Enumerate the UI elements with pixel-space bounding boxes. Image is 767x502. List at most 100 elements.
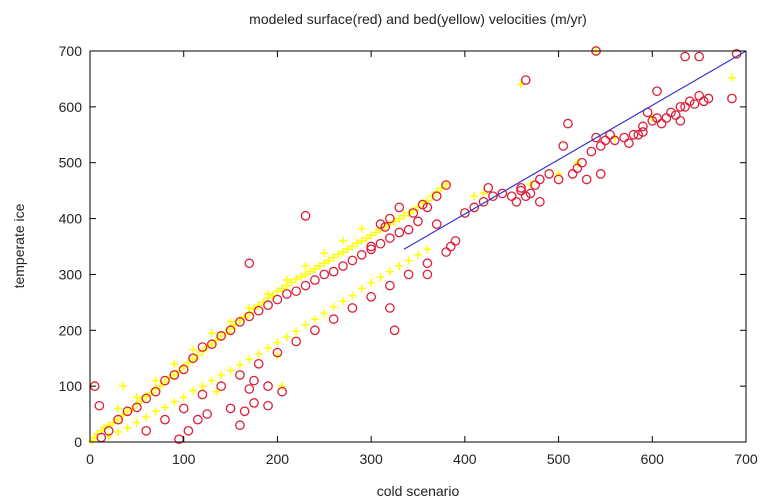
bed-point [385,267,394,276]
y-axis-ticks: 0 100 200 300 400 500 600 700 [59,43,746,450]
surface-point [417,199,428,210]
surface-point [178,403,189,414]
bed-point [395,214,404,223]
bed-point [353,239,362,248]
bed-point [320,249,329,258]
surface-point [595,141,606,151]
bed-point [226,366,235,375]
bed-point [357,224,366,233]
surface-point [113,414,123,425]
surface-point [619,132,630,143]
y-axis-label: temperate ice [11,203,27,288]
surface-point [263,381,273,391]
bed-point [226,317,235,326]
bed-point [315,262,324,271]
surface-point [431,191,442,202]
surface-point [431,219,442,230]
surface-point [160,375,170,386]
surface-point [239,406,250,417]
surface-point [563,118,573,129]
surface-point [516,185,526,196]
bed-point [329,302,338,311]
surface-point [310,275,320,285]
surface-point [422,258,433,269]
surface-point [694,51,704,62]
y-tick-label: 0 [74,434,82,450]
surface-point [249,398,259,408]
bed-point [320,309,329,318]
bed-point [362,234,371,243]
surface-point [244,258,255,269]
surface-point [609,135,620,146]
surface-point [516,183,526,193]
surface-point [445,241,456,252]
bed-point [399,211,408,220]
surface-point [408,208,419,218]
surface-point [394,227,405,238]
bed-point [287,278,296,287]
bed-point [254,349,263,358]
surface-point [624,138,634,149]
surface-point [684,96,695,107]
surface-point [628,129,639,140]
bed-point [132,393,141,402]
surface-point [347,303,358,313]
bed-point [264,289,273,298]
chart-title: modeled surface(red) and bed(yellow) vel… [249,11,587,27]
bed-point [142,392,151,401]
surface-point [192,414,203,425]
surface-point [291,336,302,347]
surface-point [478,196,489,207]
bed-point [479,189,488,198]
bed-point [142,412,151,421]
surface-point [600,135,611,146]
surface-point [281,289,292,299]
bed-point [254,301,263,310]
surface-point [366,244,376,255]
surface-point [94,400,105,411]
bed-point [114,404,123,413]
bed-point [301,320,310,329]
surface-point [441,247,451,257]
bed-point [320,259,329,268]
y-tick-label: 700 [59,43,83,59]
bed-point [212,387,221,396]
surface-point [497,188,508,199]
surface-point [356,250,367,260]
bed-point [329,253,338,262]
surface-point [141,425,152,436]
surface-point [272,294,283,305]
surface-point [511,196,522,207]
surface-point [235,317,245,327]
bed-point [235,360,244,369]
surface-point [253,305,264,316]
bed-point [348,291,357,300]
bed-point [207,329,216,338]
surface-point [188,353,198,364]
bed-point [245,355,254,364]
bed-point [296,272,305,281]
x-tick-label: 400 [453,451,477,467]
bed-point [114,415,123,424]
y-tick-label: 500 [59,155,83,171]
surface-point [150,386,161,397]
surface-point [506,191,517,202]
bed-point [217,331,226,340]
bed-point [156,382,165,391]
surface-point [310,325,320,336]
bed-point [339,248,348,257]
surface-point [670,110,681,121]
surface-point [183,425,194,436]
surface-point [366,241,376,252]
x-axis-ticks: 0 100 200 300 400 500 600 700 [86,51,758,467]
surface-point [469,202,480,213]
bed-point [306,267,315,276]
surface-point [103,425,114,436]
surface-point [422,269,433,280]
surface-point [656,118,667,129]
bed-point [395,262,404,271]
bed-point [357,284,366,293]
surface-point [441,180,451,190]
bed-point [357,236,366,245]
surface-point [389,325,400,336]
